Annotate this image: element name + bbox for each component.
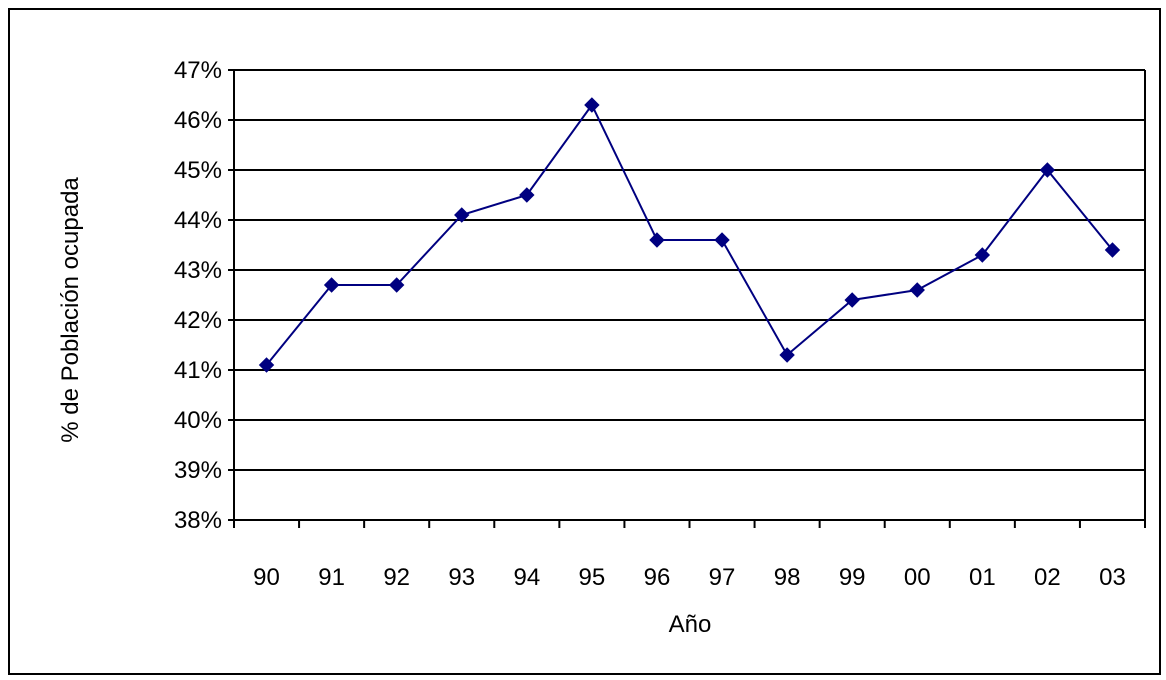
data-point-marker: [520, 188, 534, 202]
data-point-marker: [715, 233, 729, 247]
x-tick-label: 99: [839, 564, 866, 591]
y-tick-label: 43%: [174, 257, 222, 284]
x-tick-label: 92: [383, 564, 410, 591]
axes: [228, 70, 1145, 528]
data-point-marker: [910, 283, 924, 297]
x-tick-label: 02: [1034, 564, 1061, 591]
y-tick-label: 44%: [174, 207, 222, 234]
x-tick-labels: 90 91 92 93 94 95 96 97 98 99 00 01 02 03: [253, 564, 1126, 591]
x-tick-label: 01: [969, 564, 996, 591]
x-tick-label: 00: [904, 564, 931, 591]
data-point-marker: [585, 98, 599, 112]
y-tick-labels: 38% 39% 40% 41% 42% 43% 44% 45% 46% 47%: [174, 57, 222, 534]
y-axis-title: % de Población ocupada: [57, 177, 84, 443]
x-tick-label: 90: [253, 564, 280, 591]
y-tick-label: 41%: [174, 357, 222, 384]
gridlines: [234, 70, 1145, 470]
y-tick-label: 46%: [174, 107, 222, 134]
y-tick-label: 38%: [174, 507, 222, 534]
y-tick-label: 45%: [174, 157, 222, 184]
x-tick-label: 98: [774, 564, 801, 591]
series-line: [267, 105, 1113, 365]
x-tick-label: 96: [644, 564, 671, 591]
y-tick-label: 47%: [174, 57, 222, 84]
x-tick-label: 91: [318, 564, 345, 591]
x-tick-label: 03: [1099, 564, 1126, 591]
x-axis-title: Año: [669, 611, 712, 638]
series: [260, 98, 1120, 372]
x-tick-label: 93: [448, 564, 475, 591]
data-point-marker: [650, 233, 664, 247]
y-tick-label: 42%: [174, 307, 222, 334]
y-tick-label: 39%: [174, 457, 222, 484]
x-tick-label: 94: [513, 564, 540, 591]
x-tick-label: 95: [579, 564, 606, 591]
y-tick-label: 40%: [174, 407, 222, 434]
x-tick-label: 97: [709, 564, 736, 591]
